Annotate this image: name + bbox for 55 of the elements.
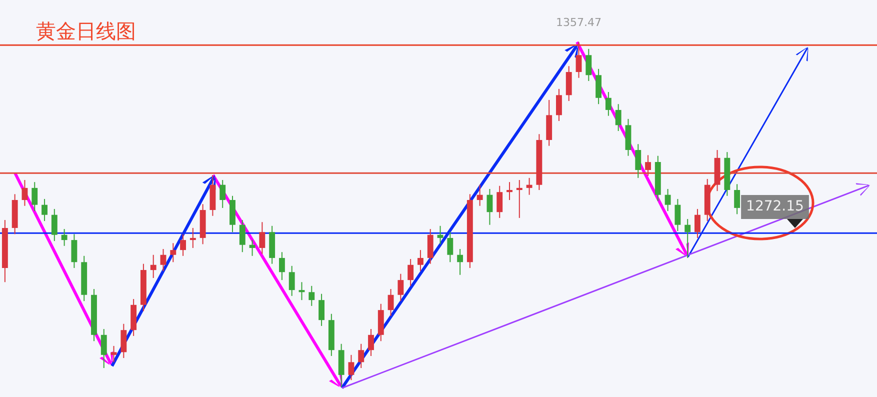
candlestick bbox=[100, 328, 107, 369]
text: 1272.15 bbox=[746, 198, 804, 215]
candlestick bbox=[278, 252, 285, 281]
candlestick bbox=[586, 48, 592, 82]
candlestick bbox=[684, 218, 691, 258]
candlestick bbox=[71, 234, 78, 268]
candlestick bbox=[368, 328, 374, 356]
candlestick bbox=[190, 227, 196, 248]
candlestick bbox=[635, 144, 642, 178]
candlestick bbox=[150, 254, 156, 278]
candlestick bbox=[674, 198, 681, 232]
candlestick bbox=[398, 273, 404, 302]
candlestick bbox=[615, 104, 622, 132]
candlestick bbox=[418, 250, 424, 272]
candlestick bbox=[526, 177, 532, 196]
candlestick bbox=[734, 184, 740, 215]
candlestick bbox=[51, 208, 58, 242]
candlestick bbox=[42, 198, 48, 222]
candlestick bbox=[120, 323, 127, 359]
candlestick bbox=[496, 185, 503, 218]
candlestick bbox=[358, 343, 364, 369]
candlestick bbox=[566, 66, 572, 102]
candlestick bbox=[576, 42, 582, 78]
candlestick bbox=[110, 345, 117, 363]
candlestick bbox=[220, 180, 226, 208]
candlestick bbox=[457, 248, 464, 276]
candlestick bbox=[486, 188, 493, 226]
candlestick bbox=[694, 208, 700, 238]
candlestick bbox=[664, 188, 671, 212]
candlestick bbox=[170, 242, 176, 263]
candlestick bbox=[388, 288, 394, 316]
candlestick bbox=[308, 285, 315, 306]
candlestick bbox=[645, 154, 651, 176]
chart-title: 黄金日线图 bbox=[36, 18, 136, 45]
candlestick bbox=[427, 228, 434, 264]
candlestick bbox=[180, 234, 186, 256]
candlestick bbox=[318, 293, 324, 326]
text: 1357.47 bbox=[556, 16, 602, 29]
candlestick bbox=[596, 68, 602, 105]
candlestick bbox=[556, 88, 562, 122]
candlestick bbox=[160, 248, 166, 272]
candlestick bbox=[408, 258, 414, 286]
candlestick bbox=[259, 222, 266, 254]
candlestick bbox=[239, 220, 246, 253]
candlestick bbox=[348, 354, 354, 381]
candlestick bbox=[506, 182, 512, 201]
candlestick bbox=[516, 180, 522, 218]
candlestick bbox=[61, 228, 68, 246]
candlestick bbox=[22, 180, 28, 206]
candlestick bbox=[32, 182, 38, 212]
candlestick bbox=[447, 232, 454, 263]
candlestick bbox=[476, 184, 483, 206]
candlestick bbox=[605, 92, 612, 116]
candlestick bbox=[298, 282, 305, 301]
candlestick bbox=[288, 265, 295, 296]
